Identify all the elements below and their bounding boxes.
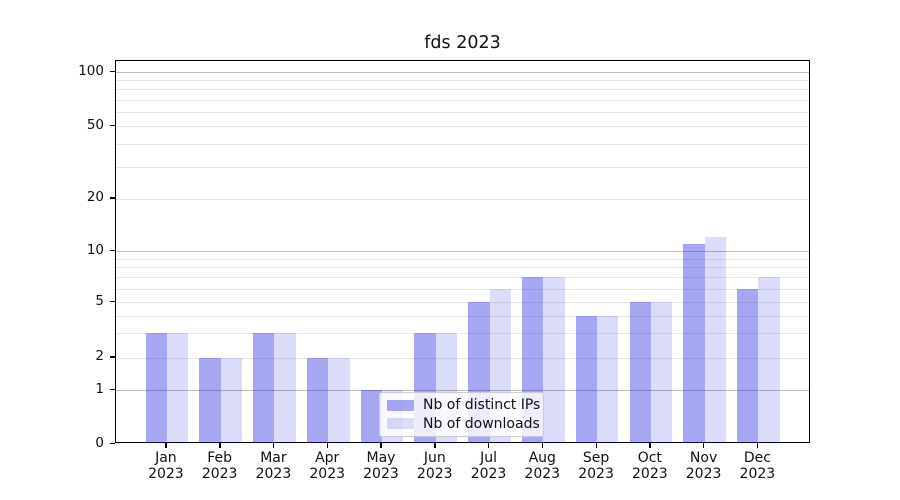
- plot-area: [115, 60, 810, 443]
- x-tick-sep: [595, 443, 597, 448]
- legend-label-distinct-ips: Nb of distinct IPs: [423, 397, 541, 414]
- gridline-y-20: [116, 198, 809, 200]
- x-tick-label-dec: Dec 2023: [739, 450, 776, 482]
- x-tick-label-apr: Apr 2023: [309, 450, 346, 482]
- x-tick-label-jun: Jun 2023: [416, 450, 453, 482]
- x-tick-label-jul: Jul 2023: [470, 450, 507, 482]
- bar-nov-downloads: [704, 237, 726, 443]
- x-tick-aug: [541, 443, 544, 448]
- legend-swatch-downloads-icon: [387, 418, 414, 430]
- gridline-y-30: [116, 166, 809, 168]
- gridline-y-90: [116, 80, 809, 82]
- x-tick-jan: [165, 443, 167, 448]
- x-tick-nov: [703, 443, 705, 448]
- x-tick-oct: [649, 443, 651, 448]
- y-tick-50: [110, 124, 115, 126]
- y-tick-label-1: 1: [95, 380, 104, 397]
- y-tick-label-50: 50: [86, 116, 104, 133]
- bar-sep-distinct-ips: [575, 315, 598, 443]
- legend-label-downloads: Nb of downloads: [423, 415, 540, 432]
- bar-oct-downloads: [650, 302, 673, 443]
- gridline-y-10: [116, 251, 809, 252]
- bar-jan-downloads: [166, 333, 189, 443]
- x-tick-mar: [272, 443, 275, 448]
- gridline-y-7: [116, 277, 809, 279]
- bar-mar-downloads: [274, 333, 296, 443]
- gridline-y-80: [116, 89, 809, 91]
- gridline-y-3: [116, 333, 809, 335]
- bar-sep-downloads: [597, 315, 619, 443]
- y-tick-5: [110, 300, 115, 302]
- y-tick-2: [110, 356, 115, 358]
- y-tick-label-20: 20: [86, 189, 104, 206]
- x-tick-label-jan: Jan 2023: [148, 450, 184, 482]
- x-tick-label-mar: Mar 2023: [255, 450, 292, 482]
- gridline-y-100: [116, 72, 809, 73]
- legend-swatch-distinct-ips-icon: [387, 399, 414, 411]
- gridline-y-70: [116, 99, 809, 101]
- bar-nov-distinct-ips: [683, 243, 705, 443]
- y-tick-label-2: 2: [95, 348, 104, 365]
- bar-apr-downloads: [328, 357, 350, 443]
- x-tick-may: [380, 443, 382, 448]
- x-tick-label-aug: Aug 2023: [524, 450, 561, 482]
- y-tick-10: [110, 249, 115, 251]
- bar-oct-distinct-ips: [629, 302, 651, 443]
- x-tick-jul: [488, 443, 490, 448]
- y-tick-100: [110, 70, 115, 72]
- legend-item-distinct-ips: Nb of distinct IPs: [387, 397, 540, 413]
- y-tick-label-10: 10: [86, 241, 104, 258]
- gridline-y-1: [116, 390, 809, 392]
- gridline-y-40: [116, 143, 809, 145]
- x-tick-dec: [756, 443, 759, 448]
- bar-jan-distinct-ips: [145, 333, 167, 443]
- y-tick-20: [110, 197, 115, 199]
- gridline-y-60: [116, 111, 809, 113]
- bar-may-distinct-ips: [360, 390, 382, 443]
- x-tick-label-feb: Feb 2023: [201, 450, 238, 482]
- gridline-y-9: [116, 258, 809, 260]
- y-tick-0: [110, 442, 115, 444]
- bar-feb-distinct-ips: [199, 357, 221, 443]
- bar-feb-downloads: [220, 357, 242, 443]
- gridline-y-8: [116, 267, 809, 269]
- x-tick-label-oct: Oct 2023: [632, 450, 668, 482]
- gridline-y-2: [116, 357, 809, 359]
- bar-dec-distinct-ips: [737, 288, 759, 443]
- y-tick-1: [110, 388, 115, 391]
- y-tick-label-0: 0: [95, 434, 104, 451]
- x-tick-jun: [434, 443, 436, 448]
- bar-aug-downloads: [543, 277, 565, 443]
- y-tick-label-5: 5: [95, 292, 104, 309]
- gridline-y-5: [116, 302, 809, 303]
- legend: Nb of distinct IPs Nb of downloads: [379, 392, 544, 437]
- bar-mar-distinct-ips: [253, 333, 275, 443]
- gridline-y-6: [116, 288, 809, 290]
- gridline-y-50: [116, 126, 809, 127]
- bar-dec-downloads: [758, 277, 780, 443]
- x-tick-label-nov: Nov 2023: [685, 450, 722, 482]
- x-tick-label-sep: Sep 2023: [578, 450, 614, 482]
- chart-title: fds 2023: [424, 33, 501, 53]
- y-tick-label-100: 100: [78, 62, 104, 79]
- gridline-y-4: [116, 315, 809, 317]
- x-tick-label-may: May 2023: [363, 450, 399, 482]
- x-tick-apr: [326, 443, 329, 448]
- legend-item-downloads: Nb of downloads: [387, 416, 540, 432]
- bar-apr-distinct-ips: [306, 357, 329, 443]
- x-tick-feb: [219, 443, 221, 448]
